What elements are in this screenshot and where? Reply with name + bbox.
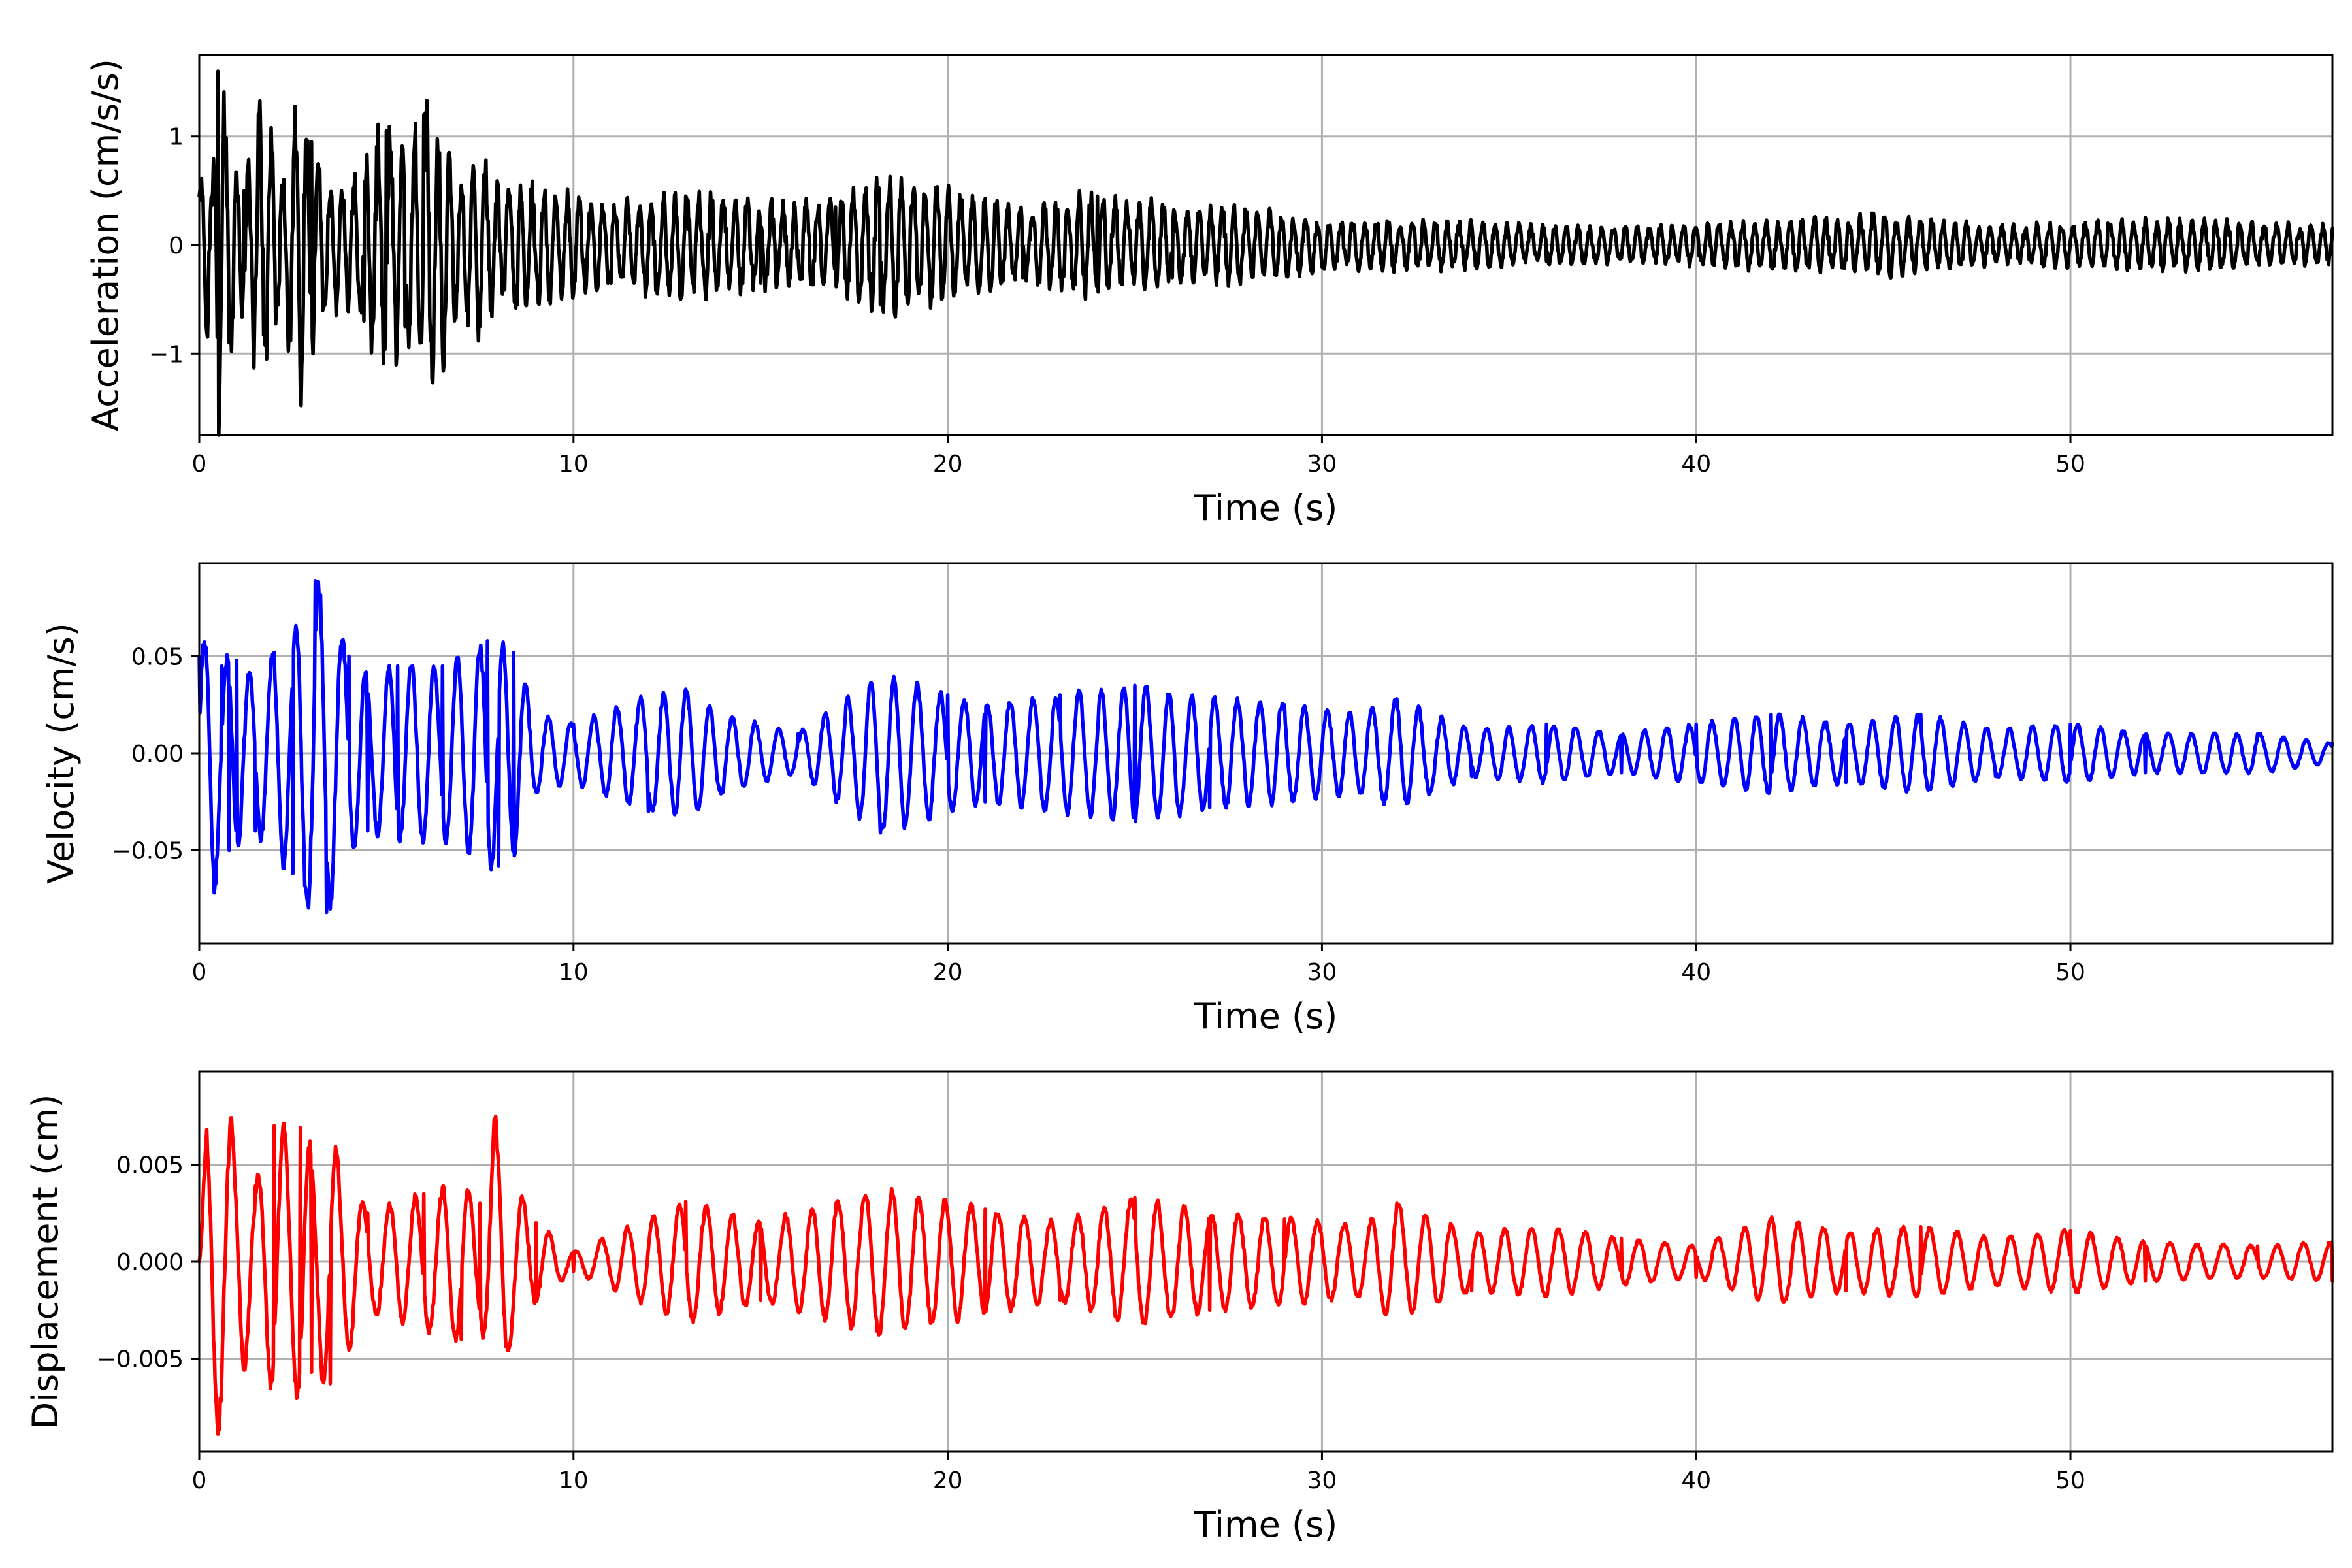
y-tick-label: 0 (169, 233, 184, 259)
x-tick-label: 10 (559, 1467, 589, 1494)
x-tick-label: 50 (2055, 959, 2085, 986)
x-tick-label: 50 (2055, 1467, 2085, 1494)
x-tick-label: 20 (933, 451, 963, 478)
x-tick-label: 40 (1681, 451, 1711, 478)
displacement-series-line (197, 1114, 2334, 1437)
y-tick-label: −0.05 (112, 838, 184, 864)
y-tick-label: 1 (169, 124, 184, 151)
x-tick-label: 50 (2055, 451, 2085, 478)
x-tick-label: 30 (1307, 1467, 1337, 1494)
acceleration-panel: 0 10 20 30 40 50 −1 0 1 Time (s) Acceleration (cm/… (85, 54, 2334, 529)
x-tick-label: 0 (192, 959, 207, 986)
x-axis-label: Time (s) (1194, 1504, 1338, 1545)
y-tick-label: −0.005 (97, 1346, 184, 1373)
x-tick-label: 30 (1307, 959, 1337, 986)
x-tick-label: 20 (933, 959, 963, 986)
x-tick-label: 40 (1681, 1467, 1711, 1494)
x-tick-label: 0 (192, 451, 207, 478)
y-tick-label: 0.000 (116, 1249, 184, 1276)
y-tick-label: 0.005 (116, 1152, 184, 1179)
x-tick-label: 10 (559, 451, 589, 478)
y-tick-label: −1 (149, 341, 184, 368)
x-tick-label: 0 (192, 1467, 207, 1494)
y-axis-label: Velocity (cm/s) (41, 623, 82, 884)
x-tick-label: 10 (559, 959, 589, 986)
y-axis-label: Acceleration (cm/s/s) (85, 59, 126, 431)
x-axis-label: Time (s) (1194, 487, 1338, 529)
velocity-panel: 0 10 20 30 40 50 −0.05 0.00 0.05 Time (s) Velocity… (41, 562, 2334, 1037)
y-axis-label: Displacement (cm) (25, 1094, 66, 1429)
x-tick-label: 30 (1307, 451, 1337, 478)
y-tick-label: 0.00 (131, 741, 184, 768)
displacement-panel: 0 10 20 30 40 50 −0.005 0.000 0.005 Time (s) Displ… (25, 1070, 2334, 1545)
y-tick-label: 0.05 (131, 644, 184, 671)
acceleration-series-line (197, 69, 2334, 437)
x-tick-label: 20 (933, 1467, 963, 1494)
velocity-series-line (197, 578, 2334, 915)
x-axis-label: Time (s) (1194, 996, 1338, 1037)
x-tick-label: 40 (1681, 959, 1711, 986)
